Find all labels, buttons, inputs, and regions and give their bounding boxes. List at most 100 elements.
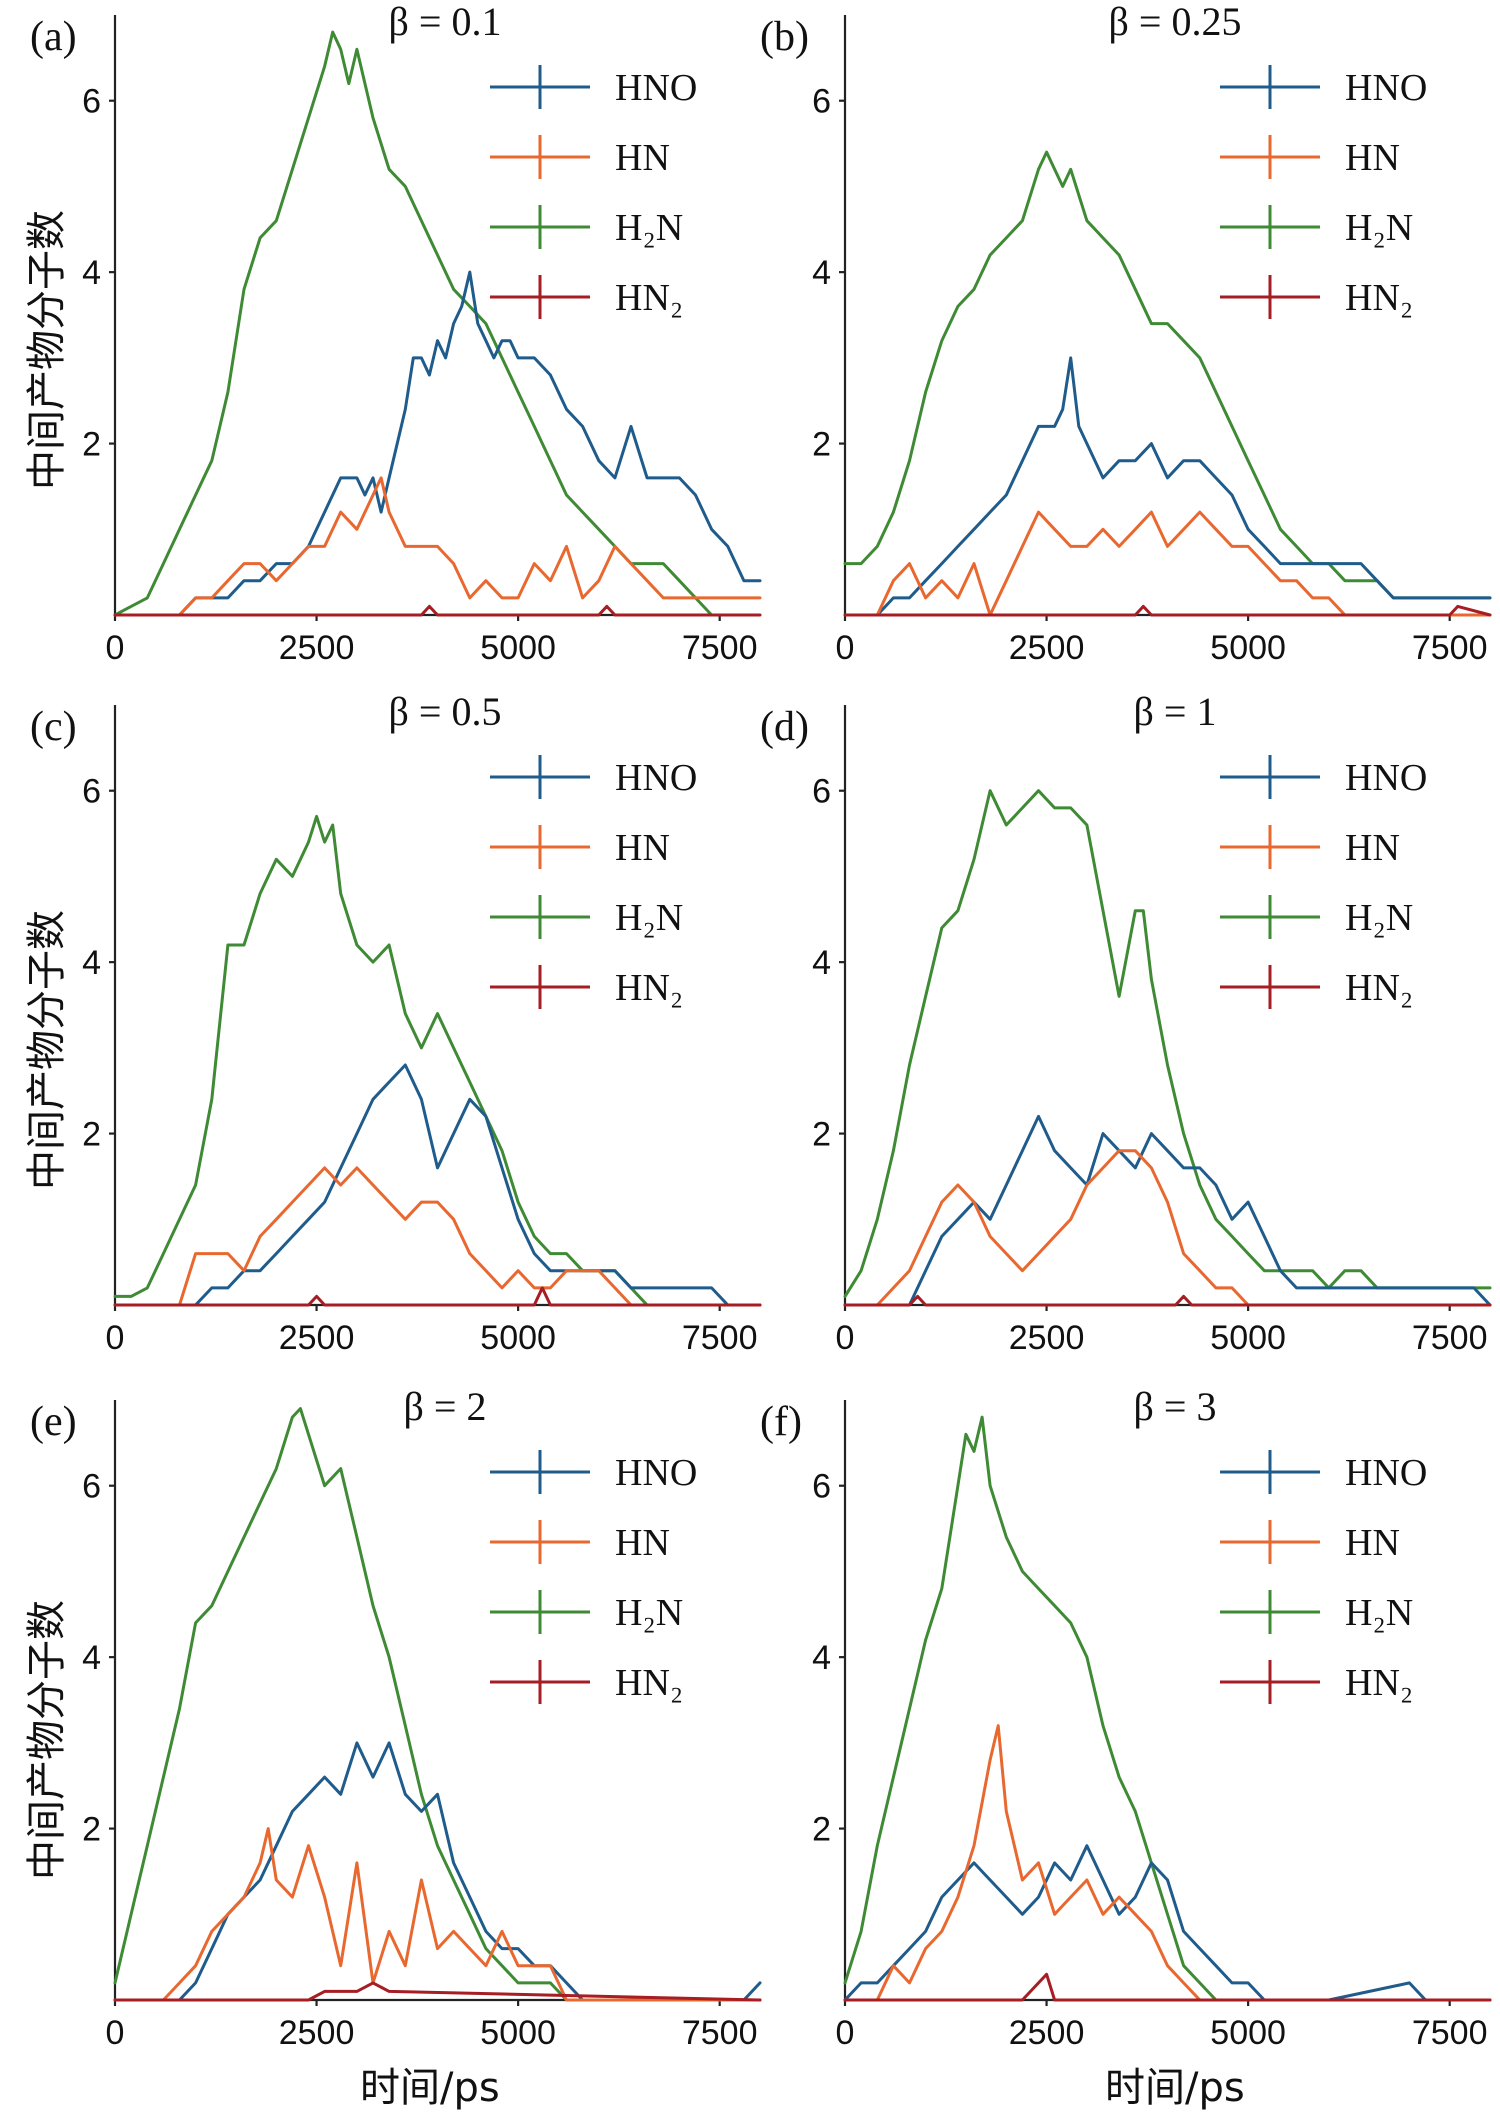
chart-title: β = 2 bbox=[404, 1384, 487, 1429]
chart-panel-4: 0 2500 5000 7500 2 4 6 β = 1 (d) HNO HN H₂N HN₂ bbox=[760, 689, 1492, 1357]
y-tick-label: 2 bbox=[82, 1116, 101, 1154]
panel-letter: (c) bbox=[30, 704, 77, 750]
legend-label-h2n: H₂N bbox=[615, 897, 683, 939]
x-tick-label: 7500 bbox=[1412, 2014, 1488, 2052]
panel-letter: (a) bbox=[30, 14, 77, 60]
y-tick-label: 6 bbox=[82, 83, 101, 121]
y-tick-label: 2 bbox=[82, 426, 101, 464]
y-tick-label: 4 bbox=[82, 1639, 101, 1677]
x-tick-label: 7500 bbox=[682, 1319, 758, 1357]
chart-title: β = 0.25 bbox=[1109, 0, 1242, 44]
y-tick-label: 4 bbox=[812, 1639, 831, 1677]
legend-label-hno: HNO bbox=[1345, 67, 1427, 109]
y-axis-label-bottom: 中间产物分子数 bbox=[24, 1600, 70, 1880]
panel-letter: (f) bbox=[760, 1399, 802, 1445]
x-tick-label: 0 bbox=[106, 629, 125, 667]
series-line-h2n bbox=[113, 30, 730, 617]
legend-label-h2n: H₂N bbox=[1345, 207, 1413, 249]
legend-label-hno: HNO bbox=[1345, 757, 1427, 799]
chart-panel-3: 0 2500 5000 7500 2 4 6 β = 0.5 (c) HNO HN H₂N HN₂ bbox=[30, 689, 762, 1357]
x-tick-label: 2500 bbox=[279, 2014, 355, 2052]
y-tick-label: 2 bbox=[812, 1811, 831, 1849]
y-tick-label: 4 bbox=[82, 944, 101, 982]
x-tick-label: 2500 bbox=[279, 1319, 355, 1357]
series-line-hno bbox=[843, 1844, 1492, 2002]
series-line-hno bbox=[113, 1063, 762, 1307]
y-tick-label: 2 bbox=[82, 1811, 101, 1849]
series-line-hn2 bbox=[843, 604, 1492, 617]
legend-label-hn: HN bbox=[1345, 1522, 1400, 1564]
x-tick-label: 7500 bbox=[1412, 1319, 1488, 1357]
legend-label-h2n: H₂N bbox=[1345, 897, 1413, 939]
legend-label-hn: HN bbox=[615, 1522, 670, 1564]
series-line-hn bbox=[113, 1827, 762, 2002]
x-tick-label: 0 bbox=[836, 2014, 855, 2052]
legend-label-hn: HN bbox=[615, 827, 670, 869]
legend-label-hn2: HN₂ bbox=[615, 277, 683, 319]
x-tick-label: 5000 bbox=[1210, 629, 1286, 667]
y-tick-label: 6 bbox=[812, 1468, 831, 1506]
legend-label-hn2: HN₂ bbox=[615, 1662, 683, 1704]
series-line-h2n bbox=[113, 1407, 762, 2002]
y-tick-label: 4 bbox=[812, 944, 831, 982]
y-tick-label: 4 bbox=[812, 254, 831, 292]
panel-letter: (b) bbox=[760, 14, 809, 60]
x-tick-label: 5000 bbox=[480, 1319, 556, 1357]
y-axis-label-top: 中间产物分子数 bbox=[24, 210, 70, 490]
y-tick-label: 6 bbox=[82, 773, 101, 811]
series-line-hn2 bbox=[843, 1972, 1492, 2002]
chart-title: β = 1 bbox=[1134, 689, 1217, 734]
y-tick-label: 2 bbox=[812, 426, 831, 464]
y-tick-label: 4 bbox=[82, 254, 101, 292]
x-tick-label: 2500 bbox=[279, 629, 355, 667]
legend-label-h2n: H₂N bbox=[615, 1592, 683, 1634]
chart-title: β = 0.5 bbox=[389, 689, 502, 734]
series-line-hno bbox=[843, 1114, 1492, 1307]
legend-label-hn2: HN₂ bbox=[1345, 1662, 1413, 1704]
chart-panel-2: 0 2500 5000 7500 2 4 6 β = 0.25 (b) HNO HN H₂N HN₂ bbox=[760, 0, 1492, 667]
legend-label-h2n: H₂N bbox=[615, 207, 683, 249]
x-tick-label: 0 bbox=[836, 1319, 855, 1357]
x-tick-label: 2500 bbox=[1009, 2014, 1085, 2052]
x-tick-label: 7500 bbox=[682, 629, 758, 667]
y-tick-label: 2 bbox=[812, 1116, 831, 1154]
series-line-hn bbox=[113, 1166, 762, 1307]
series-line-hno bbox=[113, 270, 762, 617]
series-line-h2n bbox=[113, 814, 762, 1307]
x-tick-label: 2500 bbox=[1009, 1319, 1085, 1357]
chart-title: β = 0.1 bbox=[389, 0, 502, 44]
chart-panel-6: 0 2500 5000 7500 2 4 6 β = 3 (f) HNO HN H₂N HN₂ bbox=[760, 1384, 1492, 2052]
series-line-h2n bbox=[843, 1415, 1492, 2002]
x-tick-label: 5000 bbox=[480, 629, 556, 667]
legend-label-hn2: HN₂ bbox=[615, 967, 683, 1009]
x-tick-label: 5000 bbox=[1210, 2014, 1286, 2052]
series-line-hn2 bbox=[113, 1286, 762, 1307]
x-axis-label-left: 时间/ps bbox=[360, 2065, 500, 2111]
series-line-hno bbox=[843, 356, 1492, 617]
chart-panel-5: 0 2500 5000 7500 2 4 6 β = 2 (e) HNO HN H₂N HN₂ bbox=[30, 1384, 762, 2052]
legend-label-hn: HN bbox=[615, 137, 670, 179]
legend-label-hn2: HN₂ bbox=[1345, 277, 1413, 319]
x-tick-label: 0 bbox=[836, 629, 855, 667]
chart-title: β = 3 bbox=[1134, 1384, 1217, 1429]
y-tick-label: 6 bbox=[82, 1468, 101, 1506]
x-tick-label: 0 bbox=[106, 2014, 125, 2052]
series-line-hn2 bbox=[843, 1294, 1492, 1307]
y-tick-label: 6 bbox=[812, 83, 831, 121]
x-tick-label: 5000 bbox=[1210, 1319, 1286, 1357]
panel-letter: (d) bbox=[760, 704, 809, 750]
panel-letter: (e) bbox=[30, 1399, 77, 1445]
series-line-hn bbox=[843, 1724, 1492, 2002]
legend-label-hno: HNO bbox=[615, 67, 697, 109]
x-tick-label: 5000 bbox=[480, 2014, 556, 2052]
series-line-hno bbox=[113, 1741, 762, 2002]
x-axis-label-right: 时间/ps bbox=[1105, 2065, 1245, 2111]
legend-label-hn: HN bbox=[1345, 137, 1400, 179]
series-line-hn2 bbox=[113, 604, 762, 617]
legend-label-hno: HNO bbox=[1345, 1452, 1427, 1494]
series-line-hn bbox=[113, 476, 762, 617]
y-tick-label: 6 bbox=[812, 773, 831, 811]
legend-label-hn: HN bbox=[1345, 827, 1400, 869]
x-tick-label: 7500 bbox=[682, 2014, 758, 2052]
